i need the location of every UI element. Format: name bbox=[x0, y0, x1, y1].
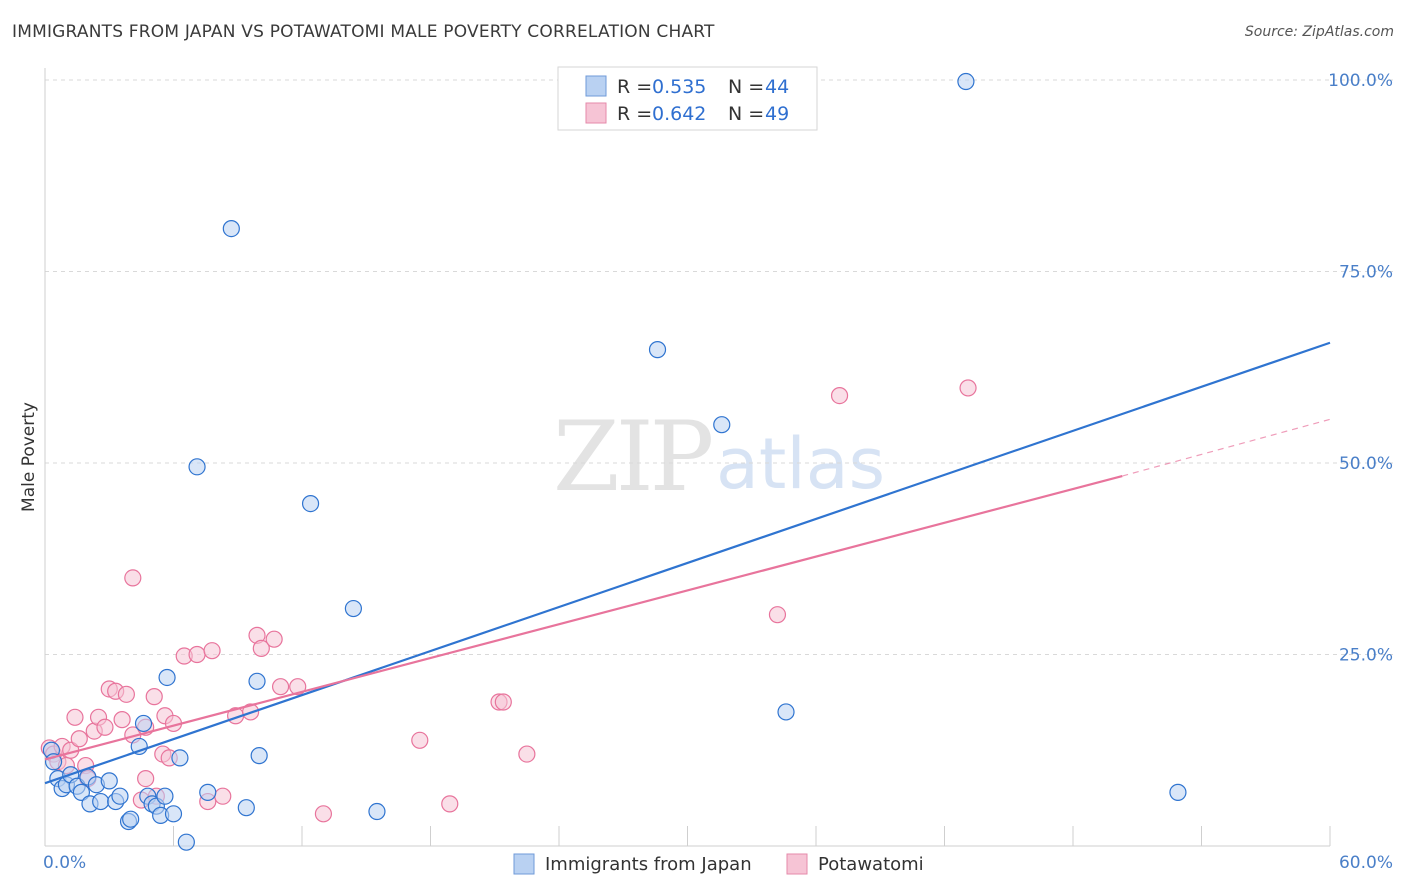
data-point-japan bbox=[134, 714, 153, 733]
data-point-potawatomi bbox=[124, 569, 142, 587]
data-point-potawatomi bbox=[66, 708, 84, 726]
data-point-japan bbox=[171, 749, 189, 767]
legend-n-label-japan: N = bbox=[728, 76, 764, 98]
watermark: ZIP atlas bbox=[553, 401, 885, 513]
grid bbox=[45, 79, 1393, 655]
legend-n-value-japan: 44 bbox=[765, 76, 789, 98]
legend-r-value-japan: 0.535 bbox=[652, 76, 706, 98]
data-point-japan bbox=[957, 72, 975, 91]
legend-r-label-potawatomi: R = bbox=[617, 103, 652, 125]
y-tick-label: 100.0% bbox=[1328, 71, 1393, 91]
legend-swatch-potawatomi bbox=[585, 102, 607, 124]
data-point-potawatomi bbox=[271, 678, 290, 696]
chart-title: IMMIGRANTS FROM JAPAN VS POTAWATOMI MALE… bbox=[12, 22, 715, 42]
data-point-potawatomi bbox=[145, 688, 163, 706]
y-axis-label: Male Poverty bbox=[19, 402, 39, 512]
data-point-japan bbox=[248, 672, 266, 690]
data-point-japan bbox=[156, 787, 174, 805]
y-tick-label: 50.0% bbox=[1339, 454, 1393, 474]
data-point-japan bbox=[250, 747, 268, 765]
data-point-potawatomi bbox=[252, 639, 270, 657]
x-tick-label-max: 60.0% bbox=[1339, 853, 1393, 873]
x-axis-ticks bbox=[44, 826, 1331, 846]
data-point-japan bbox=[164, 805, 183, 823]
data-point-japan bbox=[368, 802, 386, 821]
data-point-japan bbox=[648, 341, 667, 359]
data-point-japan bbox=[301, 494, 320, 513]
data-point-potawatomi bbox=[96, 718, 114, 736]
data-point-japan bbox=[92, 792, 110, 811]
data-point-potawatomi bbox=[314, 805, 333, 823]
legend-r-label-japan: R = bbox=[617, 76, 652, 98]
data-point-japan bbox=[72, 783, 91, 801]
data-point-japan bbox=[713, 416, 731, 434]
bottom-legend-label-potawatomi: Potawatomi bbox=[818, 854, 924, 875]
data-point-japan bbox=[158, 668, 176, 687]
data-point-potawatomi bbox=[768, 606, 787, 624]
trend-line-japan bbox=[44, 341, 1331, 785]
data-point-japan bbox=[777, 703, 795, 721]
trend-line-potawatomi bbox=[44, 474, 1123, 761]
data-point-potawatomi bbox=[70, 730, 88, 748]
data-point-potawatomi bbox=[494, 693, 512, 711]
data-point-japan bbox=[111, 787, 129, 805]
data-point-japan bbox=[344, 599, 362, 618]
data-point-japan bbox=[222, 220, 240, 238]
data-point-japan bbox=[188, 458, 206, 476]
data-point-potawatomi bbox=[113, 711, 131, 729]
series-japan-points bbox=[42, 72, 1187, 851]
y-axis-tick-labels: 25.0% 50.0% 75.0% 100.0% bbox=[1328, 71, 1393, 666]
data-point-japan bbox=[177, 833, 195, 851]
data-point-japan bbox=[199, 783, 217, 801]
data-point-potawatomi bbox=[289, 678, 307, 696]
data-point-potawatomi bbox=[203, 642, 221, 660]
data-point-potawatomi bbox=[265, 630, 283, 648]
chart-source: Source: ZipAtlas.com bbox=[1244, 24, 1394, 40]
y-tick-label: 25.0% bbox=[1339, 646, 1393, 666]
legend-n-value-potawatomi: 49 bbox=[765, 103, 789, 125]
trend-lines bbox=[44, 341, 1331, 785]
data-point-potawatomi bbox=[518, 745, 536, 763]
data-point-japan bbox=[100, 772, 118, 790]
bottom-legend-swatch-japan bbox=[513, 853, 535, 875]
data-point-potawatomi bbox=[411, 731, 429, 749]
data-point-potawatomi bbox=[959, 379, 977, 397]
data-point-potawatomi bbox=[188, 645, 206, 664]
watermark-atlas: atlas bbox=[716, 423, 885, 505]
data-point-japan bbox=[237, 799, 255, 817]
data-point-potawatomi bbox=[441, 795, 459, 813]
y-tick-label: 75.0% bbox=[1339, 263, 1393, 283]
x-tick-label-min: 0.0% bbox=[43, 853, 86, 873]
series-potawatomi-points bbox=[40, 379, 977, 823]
data-point-potawatomi bbox=[830, 386, 849, 405]
data-point-japan bbox=[1169, 783, 1187, 801]
legend-r-value-potawatomi: 0.642 bbox=[652, 103, 706, 125]
legend-top: R = 0.535 N = 44 R = 0.642 N = 49 bbox=[557, 66, 818, 131]
bottom-legend-swatch-potawatomi bbox=[786, 853, 808, 875]
data-point-japan bbox=[122, 810, 140, 828]
trend-line-potawatomi-extension bbox=[1122, 418, 1331, 477]
watermark-zip: ZIP bbox=[553, 401, 712, 513]
legend-n-label-potawatomi: N = bbox=[728, 103, 764, 125]
legend-bottom: Immigrants from Japan Potawatomi bbox=[513, 853, 924, 875]
data-point-potawatomi bbox=[214, 787, 232, 805]
bottom-legend-label-japan: Immigrants from Japan bbox=[545, 854, 752, 875]
data-point-potawatomi bbox=[137, 769, 155, 788]
legend-swatch-japan bbox=[585, 75, 607, 97]
data-point-potawatomi bbox=[117, 685, 135, 703]
